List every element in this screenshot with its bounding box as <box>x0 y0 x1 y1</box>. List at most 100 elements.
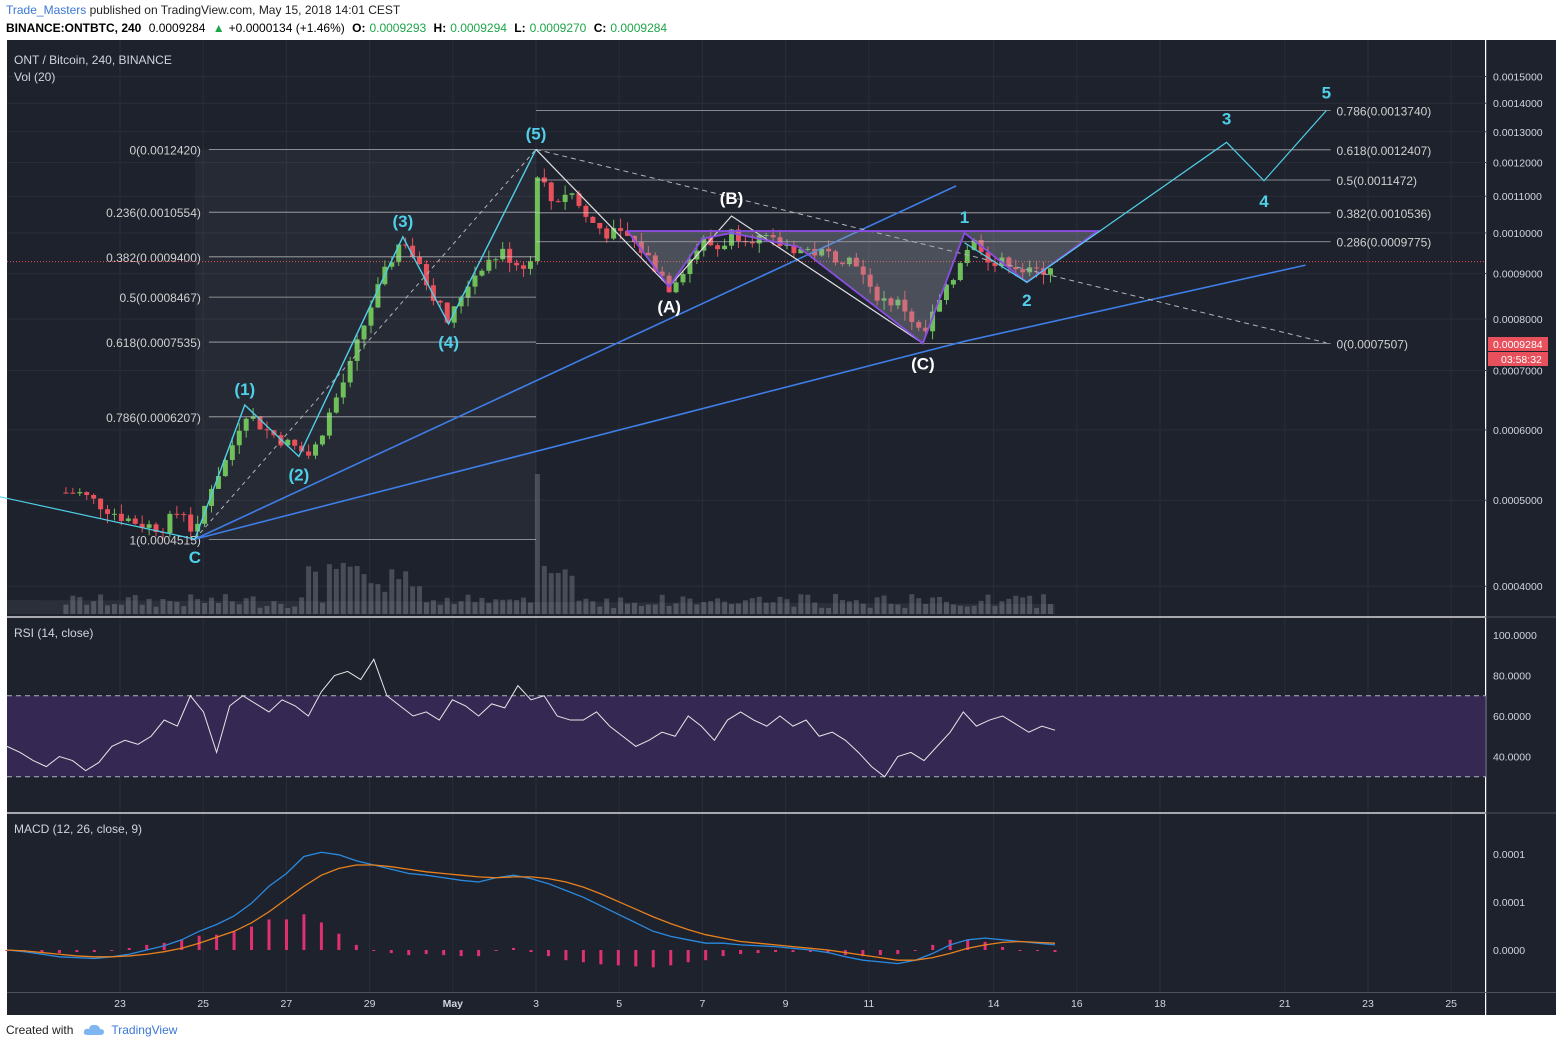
close-value: 0.0009284 <box>610 21 668 35</box>
candle-body <box>1006 257 1012 268</box>
volume-title: Vol (20) <box>14 70 55 84</box>
volume-bar <box>826 607 832 614</box>
price-tick: 0.0006000 <box>1493 425 1543 437</box>
last-price-badge <box>1488 337 1548 351</box>
candle-body <box>389 262 395 267</box>
rsi-line <box>6 658 1056 778</box>
candle-body <box>888 298 894 306</box>
volume-bar <box>465 594 471 614</box>
time-tick: 11 <box>863 998 874 1010</box>
volume-bar <box>1020 597 1026 614</box>
macd-histogram-bar <box>57 950 61 954</box>
volume-bar <box>278 603 284 614</box>
time-tick: 9 <box>783 998 789 1010</box>
candle-body <box>1020 269 1026 273</box>
main-pane[interactable] <box>7 40 1485 616</box>
up-triangle-icon: ▲ <box>212 21 225 35</box>
macd-histogram-bar <box>739 950 743 955</box>
candle-body <box>347 360 353 383</box>
candle-body <box>292 439 298 446</box>
macd-histogram-bar <box>774 950 778 953</box>
candle-body <box>874 286 880 301</box>
candle-body <box>465 286 471 298</box>
open-label: O: <box>352 21 366 35</box>
candle-body <box>729 229 735 246</box>
author-link[interactable]: Trade_Masters <box>6 3 87 17</box>
volume-bar <box>992 605 998 614</box>
candle-body <box>950 280 956 285</box>
fib-right-label: 0.618(0.0012407) <box>1337 144 1432 158</box>
volume-bar <box>389 569 395 614</box>
created-with-text: Created with <box>6 1023 74 1037</box>
fib-left-label: 0(0.0012420) <box>129 143 200 157</box>
fib-right-label: 0.286(0.0009775) <box>1337 236 1432 250</box>
macd-histogram-bar <box>651 950 655 968</box>
volume-bar <box>347 566 353 614</box>
volume-bar <box>215 602 221 614</box>
macd-histogram-bar <box>791 950 795 953</box>
candle-body <box>916 322 922 328</box>
macd-histogram-bar <box>599 950 603 965</box>
candle-body <box>638 241 644 253</box>
time-tick: 16 <box>1071 998 1083 1010</box>
wave-label: (1) <box>234 380 255 399</box>
volume-bar <box>84 604 90 614</box>
candle-body <box>881 298 887 301</box>
high-label: H: <box>433 21 447 35</box>
volume-bar <box>181 606 187 614</box>
candle-body <box>895 299 901 306</box>
volume-bar <box>819 607 825 614</box>
rsi-tick: 80.0000 <box>1493 671 1531 683</box>
volume-bar <box>534 474 540 614</box>
volume-bar <box>514 600 520 614</box>
volume-bar <box>222 594 228 614</box>
candle-body <box>98 498 104 510</box>
candle-body <box>943 284 949 300</box>
macd-histogram-bar <box>477 950 481 957</box>
candle-body <box>188 514 194 532</box>
time-tick: 18 <box>1154 998 1166 1010</box>
price-tick: 0.0015000 <box>1493 72 1543 84</box>
candle-body <box>722 245 728 250</box>
publish-line: Trade_Masters published on TradingView.c… <box>6 3 400 17</box>
volume-bar <box>853 600 859 614</box>
macd-histogram-bar <box>407 950 411 956</box>
candle-body <box>839 262 845 265</box>
price-tick: 0.0014000 <box>1493 98 1543 110</box>
time-axis[interactable] <box>7 993 1485 1015</box>
volume-bar <box>645 604 651 614</box>
macd-histogram-bar <box>424 950 428 955</box>
macd-histogram-bar <box>494 950 498 951</box>
volume-bar <box>229 601 235 614</box>
candle-body <box>860 266 866 275</box>
wave-label: 1 <box>960 208 969 227</box>
rising-trendline <box>194 185 957 540</box>
macd-pane[interactable] <box>7 814 1485 992</box>
candle-body <box>590 216 596 223</box>
candle-body <box>715 245 721 250</box>
candle-body <box>867 274 873 287</box>
low-label: L: <box>514 21 526 35</box>
candle-body <box>444 302 450 323</box>
volume-bar <box>812 602 818 614</box>
volume-bar <box>354 565 360 614</box>
volume-bar <box>1047 604 1053 614</box>
volume-bar <box>105 605 111 614</box>
symbol-quote-line: BINANCE:ONTBTC, 240 0.0009284 ▲ +0.000013… <box>6 21 671 35</box>
candle-body <box>749 241 755 244</box>
volume-bar <box>652 604 658 614</box>
macd-histogram-bar <box>1036 950 1040 952</box>
volume-bar <box>264 605 270 614</box>
volume-bar <box>631 602 637 614</box>
macd-histogram-bar <box>529 950 533 953</box>
volume-bar <box>777 596 783 614</box>
fib-right-label: 0.786(0.0013740) <box>1337 104 1432 118</box>
grid-lines <box>7 40 1486 992</box>
price-axis[interactable] <box>1487 40 1556 992</box>
macd-histogram-bar <box>215 934 219 950</box>
macd-histogram-bar <box>634 950 638 967</box>
volume-bar <box>326 564 332 614</box>
candle-body <box>195 523 201 532</box>
tradingview-link[interactable]: TradingView <box>111 1023 178 1037</box>
